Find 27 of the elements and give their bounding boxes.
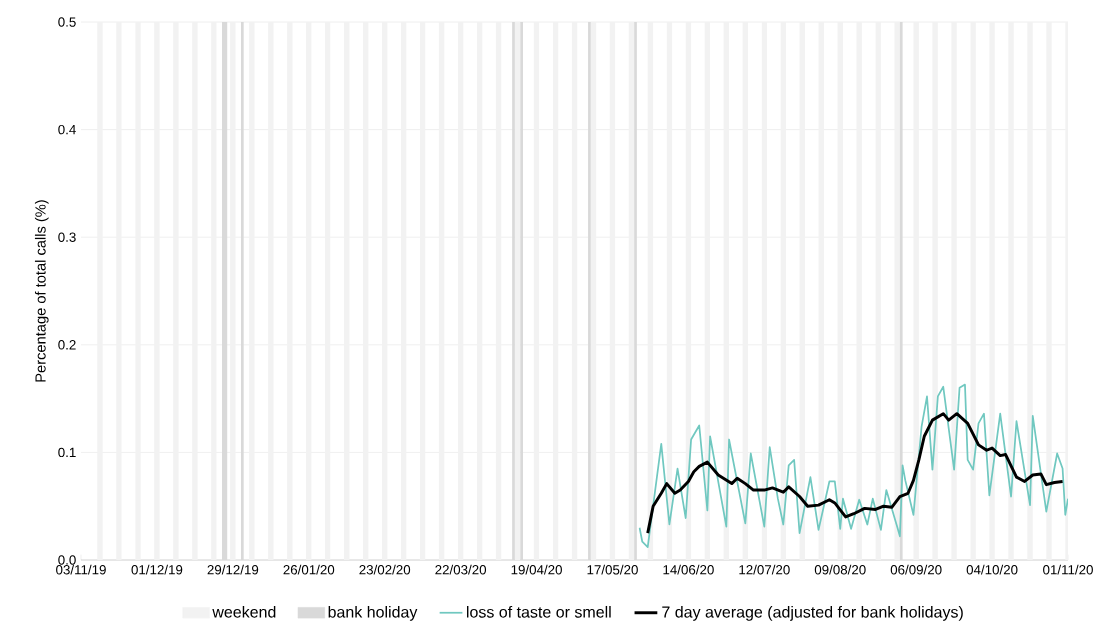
x-tick-label: 29/12/19	[207, 564, 259, 575]
x-tick-label: 17/05/20	[587, 564, 638, 575]
x-tick-label: 19/04/20	[511, 564, 562, 575]
y-tick-label: 0.0	[58, 555, 76, 565]
legend-label: bank holiday	[328, 606, 418, 621]
legend-label: weekend	[212, 606, 276, 618]
x-tick-label: 14/06/20	[663, 564, 714, 575]
x-tick-label: 01/11/20	[1043, 564, 1093, 575]
line-series	[646, 412, 1065, 535]
legend-label: loss of taste or smell	[467, 606, 611, 618]
y-tick-label: 0.3	[58, 232, 76, 242]
x-tick-label: 06/09/20	[890, 564, 942, 575]
x-tick-label: 09/08/20	[814, 564, 866, 575]
x-tick-label: 03/11/19	[56, 564, 106, 575]
y-tick-label: 0.1	[58, 447, 76, 458]
x-tick-label: 26/01/20	[283, 564, 335, 575]
x-tick-label: 23/02/20	[359, 564, 411, 575]
y-axis-title: Percentage of total calls (%)	[34, 200, 49, 382]
x-tick-label: 12/07/20	[739, 564, 790, 575]
legend-label: 7 day average (adjusted for bank holidays)	[662, 606, 963, 621]
x-tick-label: 01/12/19	[131, 564, 183, 575]
y-tick-label: 0.2	[58, 340, 76, 350]
line-series	[638, 383, 1068, 549]
y-tick-label: 0.5	[58, 17, 76, 27]
x-tick-label: 04/10/20	[966, 564, 1018, 575]
y-tick-label: 0.4	[58, 124, 76, 135]
x-tick-label: 22/03/20	[435, 564, 487, 575]
